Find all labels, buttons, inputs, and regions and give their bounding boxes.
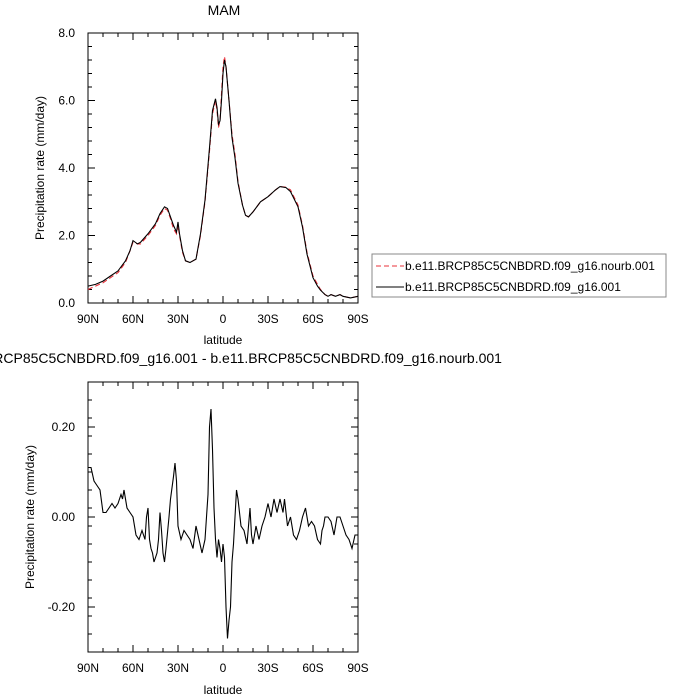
top-x-tick-label: 60N [122,312,144,326]
legend-box [371,253,667,298]
bottom-x-tick-label: 30S [257,661,278,675]
bottom-x-tick-label: 60N [122,661,144,675]
bottom-y-tick-label: -0.20 [48,600,76,614]
bottom-x-tick-label: 90N [77,661,99,675]
top-x-tick-label: 90N [77,312,99,326]
bottom-x-tick-label: 30N [167,661,189,675]
top-axes-ticks: 90N 60N 30N 0 30S 60S 90S 0.0 2.0 4.0 6.0 8.0 [58,26,368,326]
top-series-line-0 [87,56,359,299]
top-x-tick-label: 30S [257,312,278,326]
top-x-tick-label: 90S [347,312,368,326]
bottom-x-tick-label: 90S [347,661,368,675]
top-x-axis-label: latitude [204,333,243,347]
top-y-tick-label: 4.0 [58,161,75,175]
bottom-x-tick-label: 60S [302,661,323,675]
top-y-tick-label: 0.0 [58,296,75,310]
top-chart-title: MAM [208,2,241,18]
top-y-tick-label: 6.0 [58,94,75,108]
top-series-lines [87,56,359,299]
top-y-tick-label: 8.0 [58,26,75,40]
bottom-y-tick-label: 0.00 [52,510,76,524]
bottom-x-tick-label: 0 [220,661,227,675]
top-series-line-1 [87,59,359,299]
top-y-tick-label: 2.0 [58,229,75,243]
top-x-tick-label: 0 [220,312,227,326]
legend-label-nourb: b.e11.BRCP85C5CNBDRD.f09_g16.nourb.001 [405,259,655,273]
bottom-y-axis-label: Precipitation rate (mm/day) [23,445,37,589]
legend-label-base: b.e11.BRCP85C5CNBDRD.f09_g16.001 [405,280,621,294]
top-x-tick-label: 30N [167,312,189,326]
bottom-axes-ticks: 90N 60N 30N 0 30S 60S 90S -0.20 0.00 0.20 [48,381,369,675]
bottom-series-lines [88,408,358,639]
bottom-plot-frame [87,381,359,653]
bottom-x-axis-label: latitude [204,683,243,697]
bottom-chart-title: b.e11.BRCP85C5CNBDRD.f09_g16.001 - b.e11… [0,350,502,366]
bottom-series-line-0 [88,408,358,639]
top-x-tick-label: 60S [302,312,323,326]
top-y-axis-label: Precipitation rate (mm/day) [33,96,47,240]
bottom-y-tick-label: 0.20 [52,420,76,434]
